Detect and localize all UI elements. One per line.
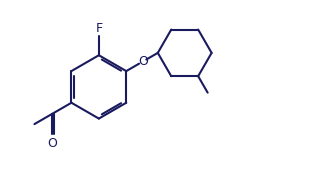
Text: O: O (47, 137, 57, 150)
Text: F: F (95, 22, 102, 35)
Text: O: O (138, 55, 148, 68)
